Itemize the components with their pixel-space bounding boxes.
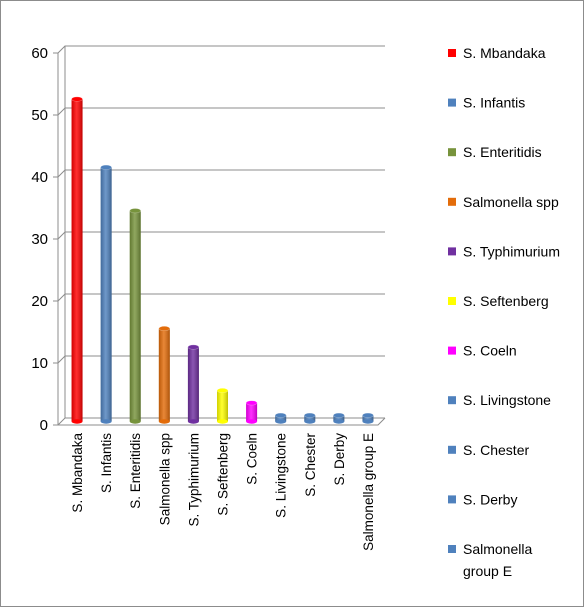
bar bbox=[362, 412, 374, 424]
axes bbox=[53, 46, 386, 426]
bar bbox=[100, 164, 112, 424]
category-label: S. Typhimurium bbox=[186, 433, 201, 527]
legend-item: S. Typhimurium bbox=[448, 243, 560, 259]
legend-swatch bbox=[448, 197, 456, 206]
category-label: S. Seftenberg bbox=[216, 433, 231, 516]
legend-swatch bbox=[448, 49, 456, 57]
legend-item: S. Livingstone bbox=[448, 392, 551, 408]
bar bbox=[274, 412, 287, 424]
y-tick-label: 50 bbox=[31, 107, 48, 124]
category-label: S. Chester bbox=[303, 433, 318, 497]
legend-label: S. Seftenberg bbox=[463, 293, 549, 309]
legend-item: S. Coeln bbox=[448, 343, 517, 359]
category-labels: S. Mbandaka S. Infantis S. Enteritidis Salm… bbox=[70, 433, 376, 551]
y-tick-label: 60 bbox=[31, 45, 48, 62]
legend-label: S. Livingstone bbox=[463, 392, 551, 408]
bar bbox=[71, 96, 83, 424]
legend-item: S. Seftenberg bbox=[448, 293, 549, 309]
category-label: S. Livingstone bbox=[274, 433, 289, 518]
legend-swatch bbox=[448, 396, 456, 405]
y-tick-label: 30 bbox=[31, 231, 48, 248]
legend-item: S. Enteritidis bbox=[448, 144, 542, 160]
y-tick-label: 20 bbox=[31, 293, 48, 310]
legend-item: S. Infantis bbox=[448, 95, 525, 111]
legend-item: S. Mbandaka bbox=[448, 45, 546, 61]
x-axis-line bbox=[58, 417, 386, 426]
legend-swatch bbox=[448, 495, 456, 504]
legend-swatch bbox=[448, 346, 456, 355]
category-label: S. Derby bbox=[332, 433, 347, 486]
y-tick-label: 0 bbox=[40, 417, 48, 434]
bar bbox=[129, 208, 142, 424]
legend-label: S. Enteritidis bbox=[463, 144, 542, 160]
y-tick-label: 40 bbox=[31, 169, 48, 186]
category-label: S. Mbandaka bbox=[70, 433, 85, 513]
category-label: Salmonella group E bbox=[361, 433, 376, 551]
legend-item: S. Chester bbox=[448, 442, 529, 458]
category-label: Salmonella spp bbox=[157, 433, 172, 525]
legend-label: S. Chester bbox=[463, 442, 529, 458]
legend-label: S. Mbandaka bbox=[463, 45, 546, 61]
bar bbox=[187, 344, 200, 424]
gridline bbox=[57, 107, 385, 116]
legend-swatch bbox=[448, 148, 456, 157]
legend: S. Mbandaka S. Infantis S. Enteritidis Salm… bbox=[448, 45, 560, 579]
legend-item: Salmonella spp bbox=[448, 194, 559, 210]
legend-item: Salmonella group E bbox=[448, 541, 532, 579]
gridline bbox=[57, 45, 385, 54]
legend-swatch bbox=[448, 545, 456, 553]
bar bbox=[245, 400, 258, 424]
category-label: S. Infantis bbox=[99, 433, 114, 493]
bars bbox=[71, 96, 374, 424]
category-label: S. Coeln bbox=[245, 433, 260, 485]
y-tick-label: 10 bbox=[31, 355, 48, 372]
legend-label: S. Coeln bbox=[463, 343, 517, 359]
y-tick-labels: 0 10 20 30 40 50 60 bbox=[31, 45, 48, 434]
bar bbox=[216, 387, 229, 424]
category-label: S. Enteritidis bbox=[128, 433, 143, 509]
legend-label: S. Typhimurium bbox=[463, 243, 560, 259]
legend-label: S. Infantis bbox=[463, 95, 525, 111]
bar bbox=[158, 325, 171, 424]
legend-swatch bbox=[448, 297, 456, 305]
legend-label: S. Derby bbox=[463, 491, 517, 507]
legend-label: Salmonella group E bbox=[463, 541, 532, 579]
bar bbox=[303, 412, 316, 424]
legend-item: S. Derby bbox=[448, 491, 517, 507]
legend-swatch bbox=[448, 247, 456, 256]
legend-swatch bbox=[448, 98, 456, 107]
legend-label: Salmonella spp bbox=[463, 194, 559, 210]
legend-swatch bbox=[448, 445, 456, 454]
bar bbox=[333, 412, 345, 424]
